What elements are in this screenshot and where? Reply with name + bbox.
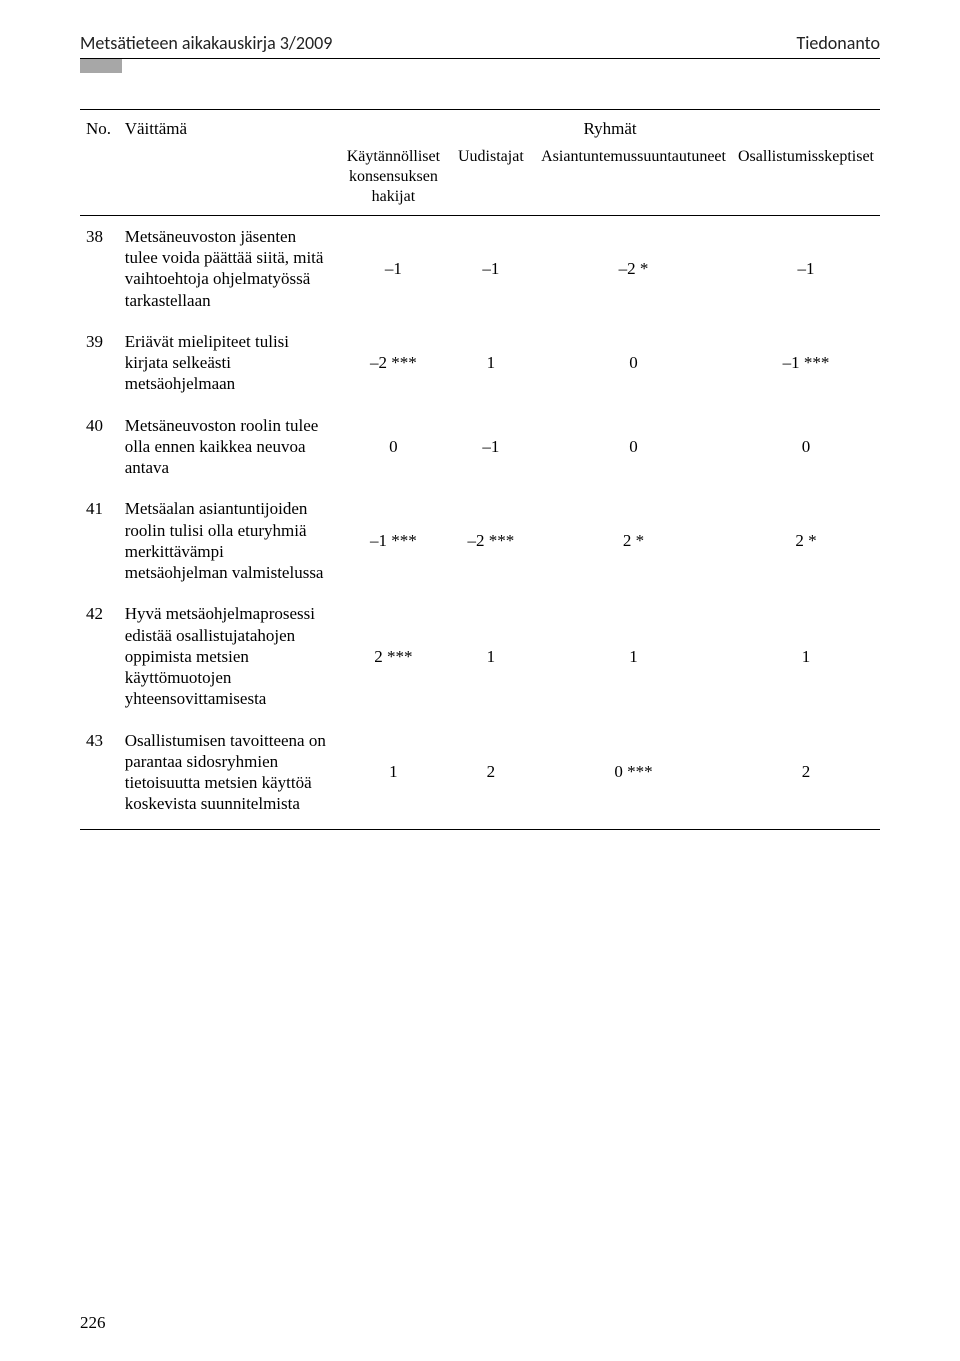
row-val: –1 ***	[732, 321, 880, 405]
running-head: Metsätieteen aikakauskirja 3/2009 Tiedon…	[80, 32, 880, 59]
subhead-1: Käytännölliset konsensuksen hakijat	[340, 145, 447, 215]
journal-title: Metsätieteen aikakauskirja 3/2009	[80, 32, 332, 54]
row-val: 0	[340, 405, 447, 489]
row-val: 0	[535, 321, 732, 405]
row-val: 1	[340, 720, 447, 829]
row-val: 2 *	[535, 488, 732, 593]
row-stmt: Hyvä metsäohjelmaprosessi edistää osalli…	[119, 593, 340, 719]
section-label: Tiedonanto	[796, 32, 880, 54]
col-no: No.	[80, 116, 119, 145]
row-no: 39	[80, 321, 119, 405]
row-val: 1	[447, 321, 535, 405]
row-val: 2 ***	[340, 593, 447, 719]
row-val: 2	[732, 720, 880, 829]
table-row: 43 Osallistumisen tavoitteena on paranta…	[80, 720, 880, 829]
data-table: No. Väittämä Ryhmät Käytännölliset konse…	[80, 109, 880, 829]
row-val: 0	[732, 405, 880, 489]
col-statement: Väittämä	[119, 116, 340, 145]
row-val: –1	[447, 405, 535, 489]
row-no: 40	[80, 405, 119, 489]
table-row: 40 Metsäneuvoston roolin tulee olla enne…	[80, 405, 880, 489]
row-val: –2 *	[535, 215, 732, 321]
row-val: –1	[340, 215, 447, 321]
table-row: 38 Metsäneuvoston jäsenten tulee voida p…	[80, 215, 880, 321]
row-no: 38	[80, 215, 119, 321]
table-row: 42 Hyvä metsäohjelmaprosessi edistää osa…	[80, 593, 880, 719]
col-groups: Ryhmät	[340, 116, 880, 145]
row-val: –1	[732, 215, 880, 321]
row-val: 0 ***	[535, 720, 732, 829]
row-val: –2 ***	[447, 488, 535, 593]
subhead-3: Asiantuntemussuuntautuneet	[535, 145, 732, 215]
table-body: 38 Metsäneuvoston jäsenten tulee voida p…	[80, 215, 880, 828]
row-val: 1	[732, 593, 880, 719]
row-stmt: Metsäneuvoston jäsenten tulee voida päät…	[119, 215, 340, 321]
row-stmt: Osallistumisen tavoitteena on parantaa s…	[119, 720, 340, 829]
row-val: 1	[447, 593, 535, 719]
data-table-wrap: No. Väittämä Ryhmät Käytännölliset konse…	[80, 109, 880, 830]
row-val: 2	[447, 720, 535, 829]
row-no: 43	[80, 720, 119, 829]
row-no: 42	[80, 593, 119, 719]
page-number: 226	[80, 1313, 106, 1333]
row-stmt: Metsäneuvoston roolin tulee olla ennen k…	[119, 405, 340, 489]
row-stmt: Metsäalan asiantuntijoiden roolin tulisi…	[119, 488, 340, 593]
row-val: –1 ***	[340, 488, 447, 593]
row-no: 41	[80, 488, 119, 593]
tab-marker	[80, 59, 122, 73]
table-row: 41 Metsäalan asiantuntijoiden roolin tul…	[80, 488, 880, 593]
row-val: 0	[535, 405, 732, 489]
subhead-2: Uudistajat	[447, 145, 535, 215]
row-val: 2 *	[732, 488, 880, 593]
row-val: 1	[535, 593, 732, 719]
row-val: –1	[447, 215, 535, 321]
row-val: –2 ***	[340, 321, 447, 405]
table-bottom-rule	[80, 829, 880, 830]
subhead-4: Osallistumisskeptiset	[732, 145, 880, 215]
table-row: 39 Eriävät mielipiteet tulisi kirjata se…	[80, 321, 880, 405]
row-stmt: Eriävät mielipiteet tulisi kirjata selke…	[119, 321, 340, 405]
